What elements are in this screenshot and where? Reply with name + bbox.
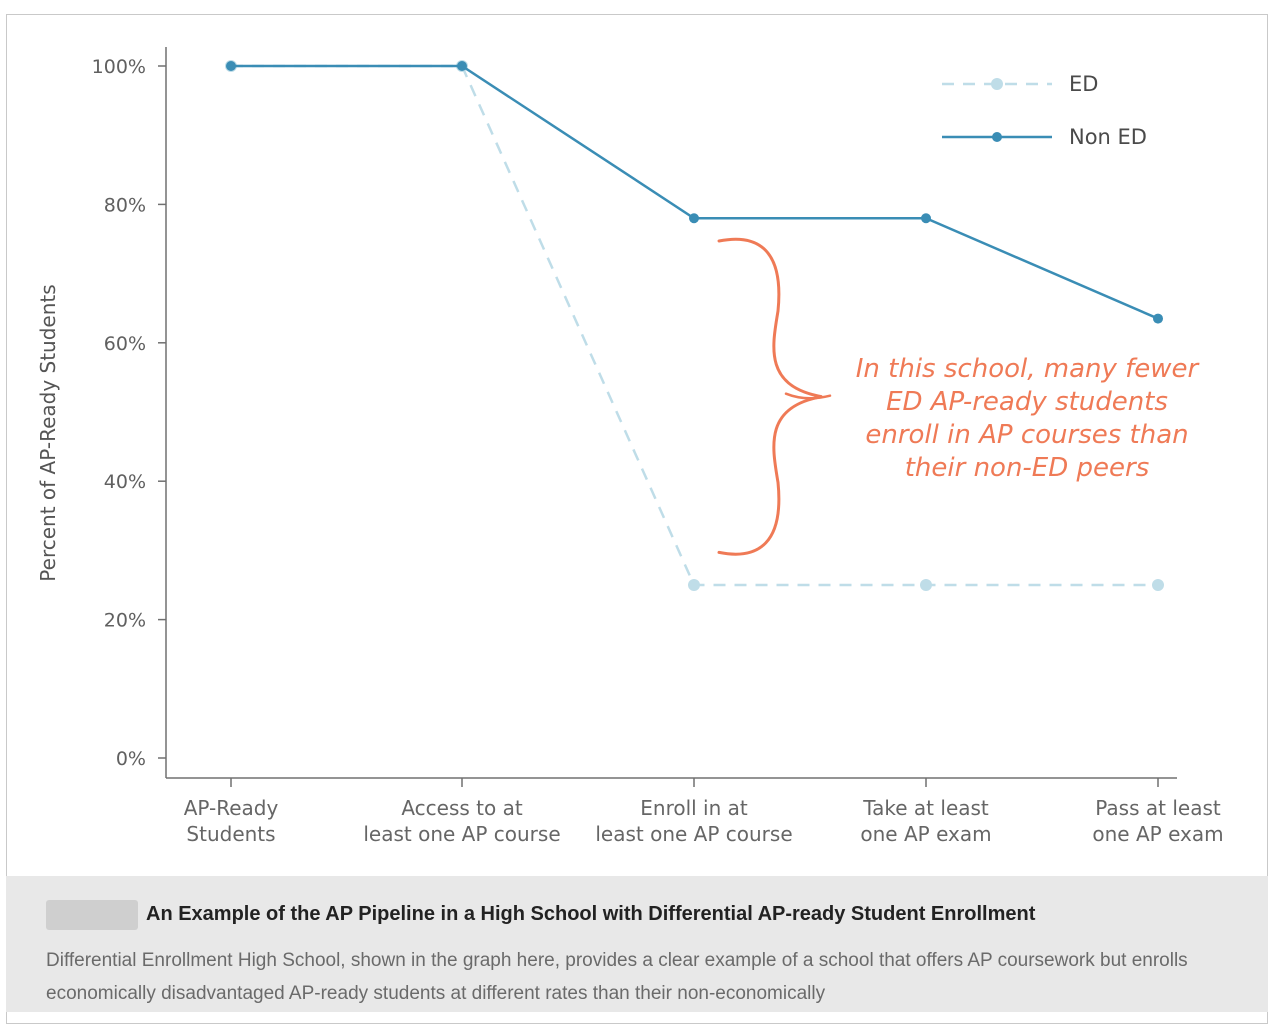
chart-legend: ED Non ED — [942, 72, 1147, 149]
x-tick-label: Enroll in at least one AP course — [595, 796, 792, 846]
chart-axes: 0% 20% 40% 60% 80% 100% AP-Ready Students Access… — [36, 47, 1224, 846]
y-axis-label: Percent of AP-Ready Students — [36, 284, 60, 581]
chart-annotation: In this school, many fewer ED AP-ready st… — [717, 237, 1201, 556]
y-tick-label: 0% — [116, 748, 146, 770]
series-ed — [225, 60, 1164, 591]
annotation-brace — [717, 237, 823, 556]
x-tick-label: Take at least one AP exam — [860, 796, 991, 846]
series-line — [231, 64, 1158, 587]
legend-swatch-marker — [991, 78, 1003, 90]
data-point — [688, 579, 700, 591]
figure-caption: An Example of the AP Pipeline in a High … — [6, 876, 1268, 1012]
annotation-text-line: ED AP-ready students — [886, 387, 1168, 417]
data-point — [921, 213, 931, 224]
x-tick-label-line: one AP exam — [1092, 822, 1223, 846]
data-point — [226, 61, 236, 71]
chart-frame: 0% 20% 40% 60% 80% 100% AP-Ready Students Access… — [6, 14, 1268, 1024]
legend-label: Non ED — [1069, 125, 1147, 149]
caption-title: An Example of the AP Pipeline in a High … — [146, 903, 1036, 925]
data-point — [689, 213, 699, 224]
legend-item: Non ED — [942, 125, 1147, 149]
y-tick-label: 60% — [104, 333, 146, 355]
annotation-text: In this school, many fewer ED AP-ready st… — [856, 354, 1201, 483]
annotation-text-line: In this school, many fewer — [856, 354, 1201, 384]
annotation-text-line: their non-ED peers — [905, 453, 1150, 483]
x-tick-label-line: Students — [186, 822, 275, 846]
x-tick-label-line: AP-Ready — [184, 796, 279, 820]
line-chart: 0% 20% 40% 60% 80% 100% AP-Ready Students Access… — [36, 47, 1224, 846]
x-tick-label-line: Take at least — [862, 796, 989, 820]
chart-series — [225, 60, 1164, 591]
y-tick-label: 20% — [104, 610, 146, 632]
x-tick-label-line: least one AP course — [363, 822, 560, 846]
caption-body: Differential Enrollment High School, sho… — [46, 950, 1188, 1004]
annotation-brace-tip — [784, 392, 832, 400]
x-tick-label: Access to at least one AP course — [363, 796, 560, 846]
data-point — [1153, 313, 1163, 324]
x-tick-label-line: Pass at least — [1095, 796, 1221, 820]
x-tick-label-line: Enroll in at — [640, 796, 748, 820]
caption-badge — [46, 900, 138, 930]
annotation-text-line: enroll in AP courses than — [865, 420, 1188, 450]
legend-item: ED — [942, 72, 1098, 96]
y-tick-label: 40% — [104, 471, 146, 493]
y-tick-label: 80% — [104, 194, 146, 216]
data-point — [457, 61, 467, 71]
y-tick-label: 100% — [92, 56, 146, 78]
legend-label: ED — [1069, 72, 1098, 96]
x-tick-label-line: Access to at — [401, 796, 523, 820]
x-tick-label-line: one AP exam — [860, 822, 991, 846]
series-line — [231, 64, 1159, 320]
x-tick-label: AP-Ready Students — [184, 796, 279, 846]
legend-swatch-marker — [992, 132, 1002, 142]
data-point — [1152, 579, 1164, 591]
x-tick-label: Pass at least one AP exam — [1092, 796, 1223, 846]
data-point — [920, 579, 932, 591]
series-non-ed — [226, 61, 1163, 324]
x-tick-label-line: least one AP course — [595, 822, 792, 846]
